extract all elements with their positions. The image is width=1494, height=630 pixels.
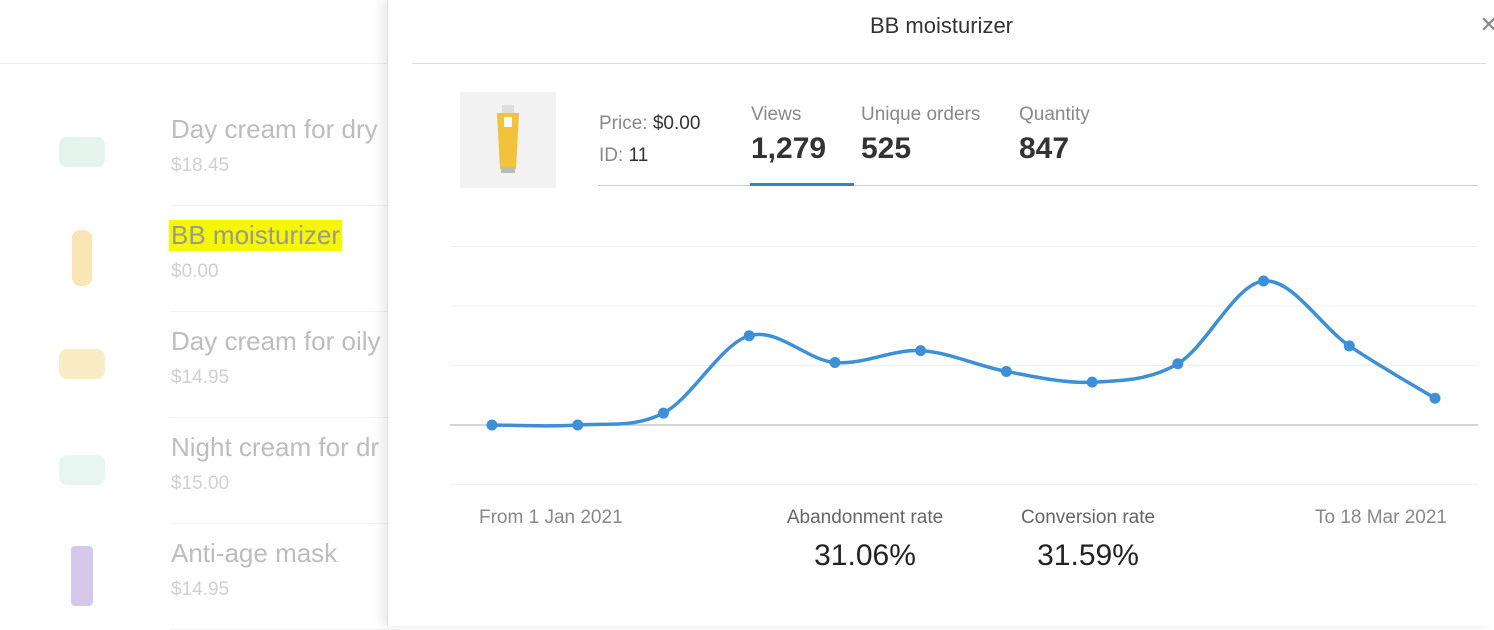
stat-value: 847 <box>1019 132 1070 165</box>
price-value: $0.00 <box>652 113 701 134</box>
list-item[interactable]: BB moisturizer $0.00 <box>0 206 400 312</box>
product-thumbnail <box>44 326 120 402</box>
list-item[interactable]: Day cream for dry $18.45 <box>0 100 400 206</box>
data-point[interactable] <box>829 357 841 369</box>
product-name: Day cream for oily <box>171 326 381 356</box>
panel-title: BB moisturizer <box>869 13 1014 38</box>
product-name: Anti-age mask <box>171 538 338 568</box>
data-point[interactable] <box>1343 340 1355 352</box>
conversion-label: Conversion rate <box>1020 507 1156 528</box>
product-thumbnail <box>44 114 120 190</box>
product-price: $14.95 <box>171 579 230 600</box>
product-price: $0.00 <box>171 261 219 282</box>
data-point[interactable] <box>743 330 755 342</box>
divider <box>170 523 400 524</box>
data-point[interactable] <box>1086 376 1098 388</box>
stat-label: Views <box>751 104 802 125</box>
list-item[interactable]: Day cream for oily $14.95 <box>0 312 400 418</box>
divider <box>170 205 400 206</box>
divider <box>412 63 1486 64</box>
product-list: Day cream for dry $18.45 BB moisturizer … <box>0 0 400 630</box>
product-thumbnail <box>44 220 120 296</box>
tab-views[interactable]: Views 1,279 <box>751 104 826 166</box>
product-thumbnail <box>44 538 120 614</box>
conversion-rate: Conversion rate 31.59% <box>1008 507 1168 573</box>
product-name: BB moisturizer <box>169 220 343 251</box>
tab-selected-indicator <box>750 183 854 186</box>
list-item[interactable]: Night cream for dr $15.00 <box>0 418 400 524</box>
stat-value: 525 <box>861 132 912 165</box>
price-label: Price: <box>599 113 648 134</box>
product-price: $15.00 <box>171 473 230 494</box>
data-point[interactable] <box>1258 275 1270 287</box>
from-date: From 1 Jan 2021 <box>479 507 623 528</box>
data-point[interactable] <box>1172 358 1184 370</box>
product-detail-panel: BB moisturizer ✕ Price: $0.00 ID: 11 Vie… <box>387 0 1494 626</box>
data-point[interactable] <box>657 407 669 419</box>
abandonment-rate: Abandonment rate 31.06% <box>778 507 952 573</box>
stat-label: Quantity <box>1019 104 1090 125</box>
abandonment-label: Abandonment rate <box>786 507 944 528</box>
product-price: $18.45 <box>171 155 230 176</box>
data-point[interactable] <box>915 345 927 357</box>
product-thumbnail <box>44 432 120 508</box>
id-label: ID: <box>599 145 624 166</box>
series-line <box>491 279 1436 428</box>
tab-quantity[interactable]: Quantity 847 <box>1019 104 1090 166</box>
tab-divider <box>598 185 1478 186</box>
product-name: Day cream for dry <box>171 114 378 144</box>
close-icon[interactable]: ✕ <box>1479 12 1494 37</box>
product-name: Night cream for dr <box>171 432 380 462</box>
product-price: $14.95 <box>171 367 230 388</box>
data-point[interactable] <box>1000 365 1012 377</box>
list-item[interactable]: Anti-age mask $14.95 <box>0 524 400 630</box>
id-meta: ID: 11 <box>599 145 648 167</box>
stat-label: Unique orders <box>861 104 981 125</box>
divider <box>0 63 400 64</box>
to-date: To 18 Mar 2021 <box>1314 507 1447 528</box>
divider <box>170 417 400 418</box>
data-point[interactable] <box>486 419 498 431</box>
stat-value: 1,279 <box>751 132 827 165</box>
abandonment-value: 31.06% <box>814 539 916 572</box>
price-meta: Price: $0.00 <box>599 113 700 135</box>
conversion-value: 31.59% <box>1037 539 1139 572</box>
data-point[interactable] <box>572 419 584 431</box>
data-point[interactable] <box>1429 392 1441 404</box>
tab-unique-orders[interactable]: Unique orders 525 <box>861 104 980 166</box>
views-line-chart <box>450 246 1478 485</box>
id-value: 11 <box>628 145 649 166</box>
product-image <box>460 92 556 188</box>
divider <box>170 311 400 312</box>
